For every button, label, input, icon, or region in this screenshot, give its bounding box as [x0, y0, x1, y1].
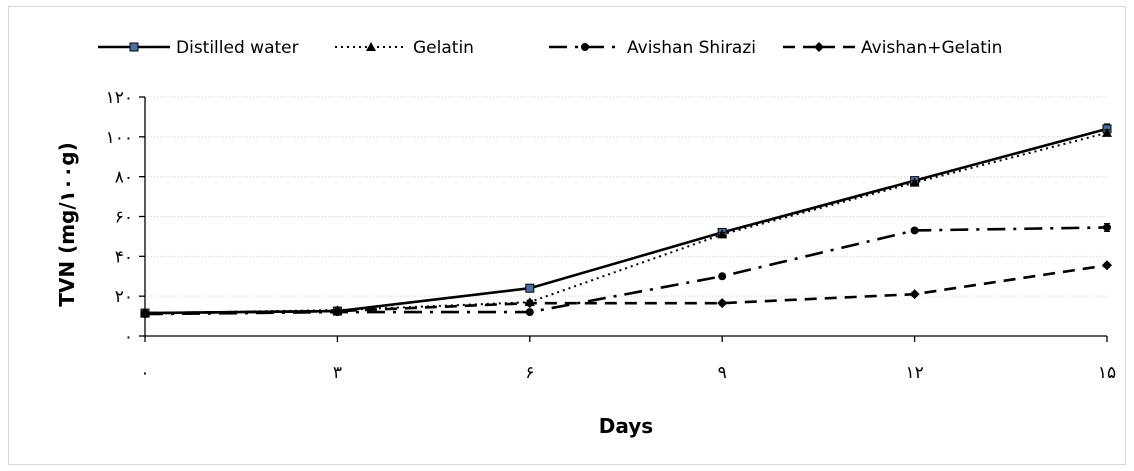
data-point — [129, 42, 139, 52]
gridlines — [145, 96, 1107, 297]
y-tick-label: ۲۰ — [115, 287, 133, 307]
data-point — [717, 298, 728, 309]
data-point — [332, 306, 343, 317]
data-point — [1102, 260, 1112, 271]
legend-item: Distilled water — [98, 38, 299, 58]
data-point — [524, 298, 535, 309]
data-point — [909, 289, 920, 300]
legend-item: Avishan+Gelatin — [783, 38, 1002, 58]
y-tick-label: ۱۲۰ — [106, 88, 133, 108]
data-point — [366, 42, 376, 51]
y-tick-label: ۸۰ — [115, 168, 133, 188]
series-line — [144, 127, 1108, 315]
x-tick-label: ۰ — [140, 363, 149, 383]
series-lines — [140, 123, 1112, 319]
data-point — [581, 43, 589, 51]
y-tick-label: ۱۰۰ — [106, 128, 133, 148]
data-point — [718, 272, 727, 281]
data-point — [525, 308, 534, 317]
y-tick-label: ۴۰ — [115, 247, 133, 267]
data-point — [525, 283, 535, 293]
x-tick-label: ۱۵ — [1098, 363, 1116, 383]
legend-label: Distilled water — [176, 38, 299, 58]
data-point — [814, 42, 824, 52]
series-line — [144, 131, 1108, 315]
x-axis-title: Days — [599, 414, 653, 438]
chart-frame — [8, 6, 1126, 465]
x-tick-label: ۱۲ — [905, 363, 923, 383]
series-avishan-gelatin — [140, 260, 1112, 319]
legend-label: Gelatin — [413, 38, 474, 58]
series-distilled-water — [140, 123, 1112, 318]
legend-label: Avishan+Gelatin — [861, 38, 1002, 58]
x-tick-label: ۶ — [525, 363, 534, 383]
x-tick-label: ۹ — [718, 363, 727, 383]
x-tick-label: ۳ — [333, 363, 342, 383]
series-line — [144, 226, 1108, 316]
legend-item: Gelatin — [335, 38, 474, 58]
series-line — [144, 264, 1108, 315]
data-point — [1102, 127, 1112, 137]
data-point — [909, 177, 920, 187]
y-tick-label: ۰ — [124, 327, 133, 347]
y-axis-title: TVN (mg/۱۰۰g) — [55, 142, 79, 307]
data-point — [140, 308, 150, 319]
series-gelatin — [140, 127, 1112, 318]
legend-item: Avishan Shirazi — [549, 38, 756, 58]
legend-label: Avishan Shirazi — [627, 38, 756, 58]
data-point — [717, 229, 728, 239]
legend: Distilled water Gelatin Avishan Shirazi Avi… — [98, 38, 1002, 58]
data-point — [910, 226, 919, 235]
tick-labels: ۰ ۲۰ ۴۰ ۶۰ ۸۰ ۱۰۰ ۱۲۰ ۰ ۳ ۶ ۹ ۱۲ ۱۵ — [106, 88, 1117, 383]
data-point — [1103, 223, 1111, 232]
y-tick-label: ۶۰ — [115, 208, 133, 228]
